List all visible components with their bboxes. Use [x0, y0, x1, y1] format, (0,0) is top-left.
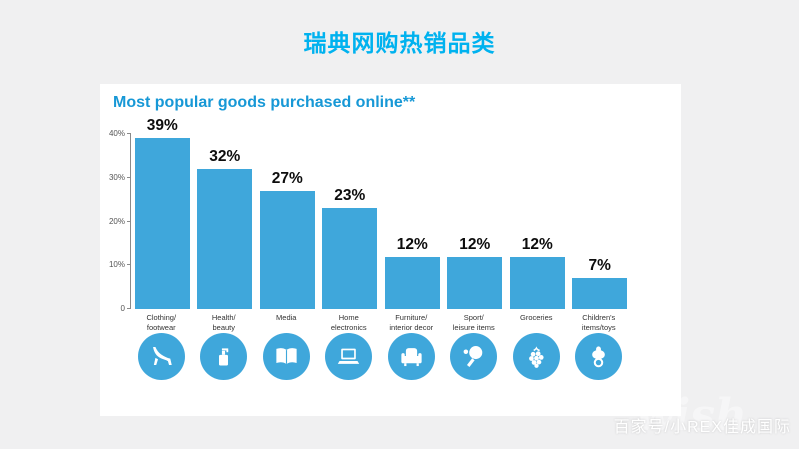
bar: [197, 169, 253, 309]
bar: [447, 256, 503, 309]
bar-value-label: 7%: [588, 257, 611, 275]
high-heel-icon: [137, 333, 185, 380]
category-label: Home electronics: [330, 313, 367, 332]
category-label: Sport/leisure items: [452, 313, 495, 332]
bar-value-label: 12%: [459, 235, 491, 253]
bar: [259, 190, 315, 309]
bar-value-label: 39%: [146, 117, 178, 135]
category-label: Clothing/footwear: [146, 313, 177, 332]
armchair-icon: [387, 333, 435, 380]
y-axis-tick-label: 20%: [108, 216, 125, 226]
y-axis-tick-mark: [127, 176, 131, 178]
page-title: 瑞典网购热销品类: [303, 30, 496, 56]
bar: [134, 138, 190, 309]
icon-row: [130, 333, 630, 380]
chart-card: Most popular goods purchased online** 40…: [100, 84, 681, 416]
bar: [509, 256, 565, 309]
bar-value-label: 23%: [334, 187, 366, 205]
open-book-icon: [262, 333, 310, 380]
soap-dispenser-icon: [200, 333, 248, 380]
table-tennis-icon: [450, 333, 498, 380]
category-label: Media: [276, 313, 297, 322]
bar-value-label: 32%: [209, 148, 241, 165]
category-label: Furniture/interior decor: [389, 313, 434, 332]
pacifier-icon: [575, 333, 623, 380]
category-label: Children's items/toys: [581, 313, 616, 332]
y-axis-tick-mark: [127, 308, 131, 309]
y-axis-tick-label: 40%: [108, 129, 125, 138]
plot-area: 40% 30% 20% 10% 0 39% 32% 27% 23% 12% 12% 12% 7%: [109, 117, 630, 313]
bar: [322, 208, 378, 309]
category-label: Groceries: [519, 313, 553, 322]
bar: [572, 278, 628, 309]
grapes-icon: [512, 333, 560, 380]
watermark-text: 百家号/小REX佳成国际: [613, 419, 791, 436]
bar-value-label: 12%: [396, 235, 428, 253]
y-axis-tick-mark: [127, 220, 131, 222]
y-axis-tick-label: 10%: [108, 260, 125, 270]
bar: [384, 256, 440, 309]
y-axis-tick-label: 0: [120, 304, 125, 313]
category-row: Clothing/footwear Health/beauty Media Home e…: [130, 313, 630, 333]
y-axis-tick-label: 30%: [108, 172, 125, 182]
y-axis-tick-mark: [127, 133, 131, 134]
category-label: Health/beauty: [211, 313, 236, 332]
chart-title: Most popular goods purchased online**: [113, 94, 416, 111]
bar-value-label: 12%: [521, 235, 553, 253]
y-axis-tick-mark: [127, 264, 131, 266]
bar-value-label: 27%: [271, 169, 303, 187]
laptop-icon: [325, 333, 373, 380]
